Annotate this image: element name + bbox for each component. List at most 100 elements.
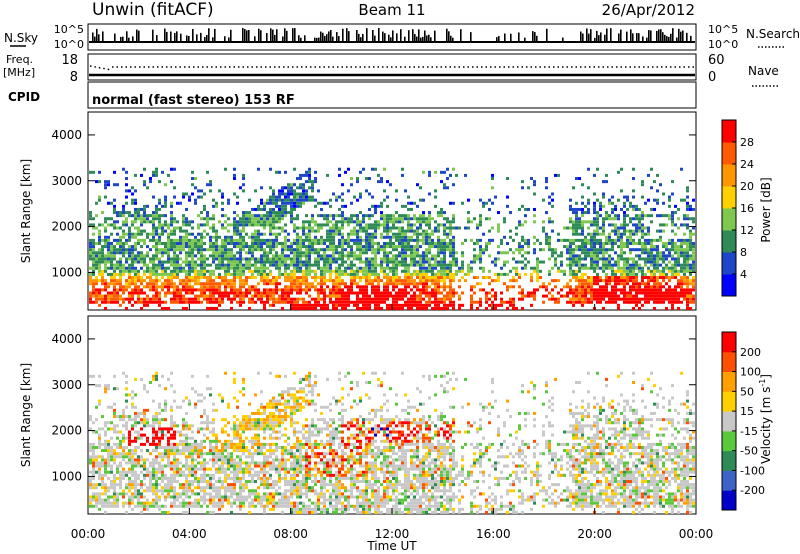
nsky-bar [446,28,448,42]
power-cell [446,220,449,224]
velocity-cell [104,464,107,468]
nsky-bar [676,37,678,42]
power-cell [176,291,179,295]
power-cell [599,288,602,292]
power-cell [341,232,344,236]
power-cell [401,297,404,301]
power-cell [278,254,281,258]
power-cell [293,300,296,304]
power-cell [446,235,449,239]
power-cell [263,204,266,208]
power-cell [443,294,446,298]
power-cell [224,288,227,292]
power-cell [254,291,257,295]
power-cell [407,306,410,310]
power-cell [176,276,179,280]
power-cell [662,279,665,283]
power-cell [122,211,125,215]
nsky-bar [580,31,582,42]
power-cell [569,291,572,295]
power-cell [164,214,167,218]
power-cell [422,217,425,221]
power-cell [386,279,389,283]
power-cell [467,217,470,221]
power-cell [320,238,323,242]
power-cell [248,260,251,264]
power-cell [533,192,536,196]
power-cell [398,276,401,280]
power-cell [167,266,170,270]
power-cell [89,223,92,227]
power-cell [689,245,692,249]
power-cell [428,291,431,295]
power-cell [296,201,299,205]
power-cell [392,257,395,261]
power-cell [305,285,308,289]
velocity-cell [107,439,110,443]
power-cell [428,226,431,230]
power-cell [638,238,641,242]
power-cell [239,300,242,304]
power-cell [119,226,122,230]
power-cell [461,276,464,280]
power-cell [227,291,230,295]
power-cell [485,217,488,221]
power-cell [410,306,413,310]
power-cell [371,266,374,270]
power-cell [290,306,293,310]
power-cell [311,251,314,255]
power-cell [125,248,128,252]
power-cell [338,207,341,211]
power-cell [593,223,596,227]
velocity-cell [122,445,125,449]
power-cell [593,251,596,255]
power-cell [383,269,386,273]
power-cell [350,282,353,286]
power-cell [347,238,350,242]
power-cell [155,245,158,249]
colorbar-tick-label: 8 [740,246,747,259]
power-cell [392,285,395,289]
power-cell [176,260,179,264]
power-cell [374,294,377,298]
power-cell [221,300,224,304]
power-cell [416,306,419,310]
power-cell [581,288,584,292]
power-cell [392,223,395,227]
power-cell [302,195,305,199]
power-cell [380,257,383,261]
power-cell [116,232,119,236]
power-cell [398,291,401,295]
nsky-bar [294,28,296,42]
power-cell [584,285,587,289]
nsky-bar [650,30,652,42]
power-cell [134,279,137,283]
power-cell [479,251,482,255]
power-cell [269,217,272,221]
power-cell [473,300,476,304]
power-cell [206,217,209,221]
power-cell [212,260,215,264]
power-cell [287,254,290,258]
power-cell [299,288,302,292]
power-cell [290,276,293,280]
power-cell [176,257,179,261]
power-cell [272,195,275,199]
power-cell [650,251,653,255]
power-cell [302,279,305,283]
power-cell [272,297,275,301]
power-cell [434,282,437,286]
power-cell [428,217,431,221]
nsky-panel-frame [87,23,697,51]
power-cell [353,232,356,236]
power-cell [377,263,380,267]
power-cell [206,288,209,292]
power-cell [584,263,587,267]
power-cell [572,260,575,264]
power-cell [647,241,650,245]
power-cell [683,279,686,283]
power-cell [209,183,212,187]
power-cell [122,223,125,227]
power-cell [614,204,617,208]
velocity-cell [89,374,92,378]
